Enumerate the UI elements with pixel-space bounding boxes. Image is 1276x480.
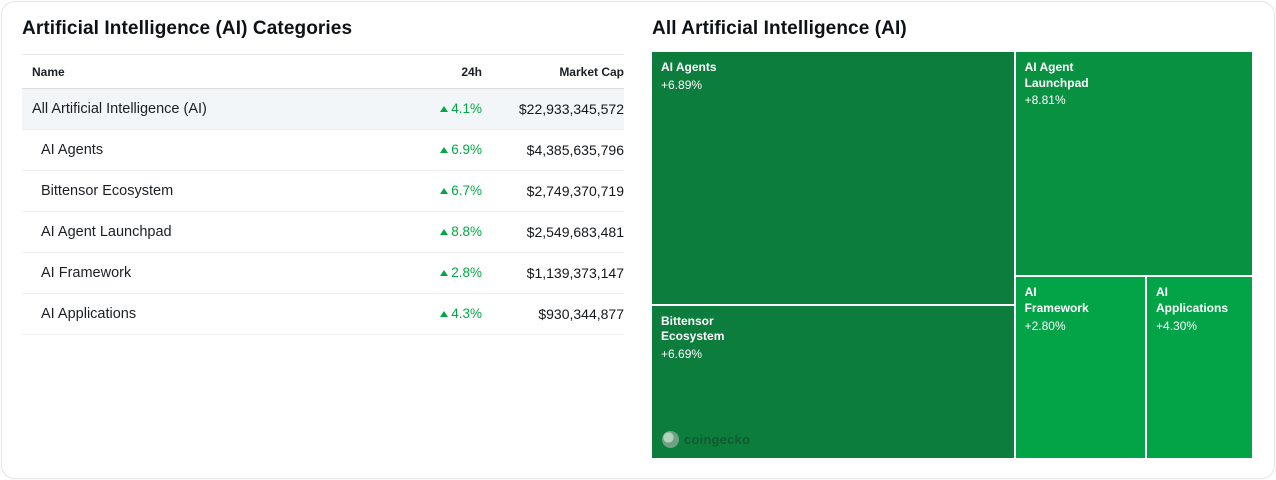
up-arrow-icon	[440, 270, 449, 276]
category-market-cap: $2,549,683,481	[526, 224, 624, 240]
up-arrow-icon	[440, 188, 449, 194]
category-market-cap: $2,749,370,719	[526, 183, 624, 199]
tile-change: +6.89%	[661, 77, 703, 92]
table-row-bittensor-ecosystem[interactable]: Bittensor Ecosystem 6.7% $2,749,370,719	[22, 171, 624, 212]
treemap-tile-ai-agent-launchpad[interactable]: AI Agent Launchpad +8.81%	[1015, 52, 1252, 276]
coingecko-watermark: coingecko	[662, 431, 750, 448]
tile-label: AI Agent Launchpad	[1024, 60, 1089, 90]
treemap-tile-ai-agents[interactable]: AI Agents +6.89%	[652, 52, 1014, 304]
tile-label: Bittensor Ecosystem	[661, 313, 725, 344]
category-market-cap: $1,139,373,147	[526, 265, 624, 281]
column-header-market-cap: Market Cap	[559, 64, 624, 79]
table-row-ai-agent-launchpad[interactable]: AI Agent Launchpad 8.8% $2,549,683,481	[22, 212, 624, 253]
category-change: 4.3%	[451, 306, 482, 321]
table-row-ai-applications[interactable]: AI Applications 4.3% $930,344,877	[22, 294, 624, 335]
category-name: AI Agents	[41, 142, 104, 158]
column-header-name: Name	[32, 64, 65, 79]
table-row-ai-framework[interactable]: AI Framework 2.8% $1,139,373,147	[22, 253, 624, 294]
category-name: AI Agent Launchpad	[41, 224, 172, 240]
category-market-cap: $930,344,877	[538, 306, 624, 322]
up-arrow-icon	[440, 147, 449, 153]
categories-table-panel: Artificial Intelligence (AI) Categories …	[2, 2, 638, 478]
tile-change: +4.30%	[1156, 318, 1198, 333]
column-header-24h: 24h	[461, 64, 482, 79]
category-name: Bittensor Ecosystem	[41, 183, 174, 199]
table-row-all-ai[interactable]: All Artificial Intelligence (AI) 4.1% $2…	[22, 89, 624, 130]
category-name: All Artificial Intelligence (AI)	[32, 101, 207, 117]
tile-label: AI Framework	[1024, 285, 1089, 315]
category-change: 8.8%	[451, 224, 482, 239]
category-market-cap: $22,933,345,572	[518, 101, 624, 117]
table-header-row: Name 24h Market Cap	[22, 55, 624, 89]
tile-label: AI Agents	[661, 60, 717, 74]
treemap-tile-bittensor-ecosystem[interactable]: Bittensor Ecosystem +6.69% coingecko	[652, 305, 1014, 458]
category-name: AI Framework	[41, 265, 132, 281]
category-change: 6.7%	[451, 183, 482, 198]
category-change: 2.8%	[451, 265, 482, 280]
up-arrow-icon	[440, 106, 449, 112]
treemap-title: All Artificial Intelligence (AI)	[652, 18, 907, 39]
table-row-ai-agents[interactable]: AI Agents 6.9% $4,385,635,796	[22, 130, 624, 171]
treemap-panel: All Artificial Intelligence (AI) AI Agen…	[638, 2, 1274, 478]
treemap-tile-ai-applications[interactable]: AI Applications +4.30%	[1147, 277, 1252, 458]
coingecko-watermark-text: coingecko	[684, 432, 751, 447]
treemap-tile-ai-framework[interactable]: AI Framework +2.80%	[1015, 277, 1145, 458]
category-change: 4.1%	[451, 101, 482, 116]
tile-change: +8.81%	[1024, 93, 1066, 108]
up-arrow-icon	[440, 311, 449, 317]
ai-treemap: AI Agents +6.89% AI Agent Launchpad +8.8…	[652, 52, 1252, 458]
coingecko-logo-icon	[662, 431, 679, 448]
tile-change: +2.80%	[1024, 318, 1066, 333]
tile-change: +6.69%	[661, 346, 703, 361]
category-change: 6.9%	[451, 142, 482, 157]
categories-title: Artificial Intelligence (AI) Categories	[22, 18, 624, 55]
category-market-cap: $4,385,635,796	[526, 142, 624, 158]
up-arrow-icon	[440, 229, 449, 235]
category-name: AI Applications	[41, 306, 137, 322]
tile-label: AI Applications	[1156, 285, 1229, 315]
